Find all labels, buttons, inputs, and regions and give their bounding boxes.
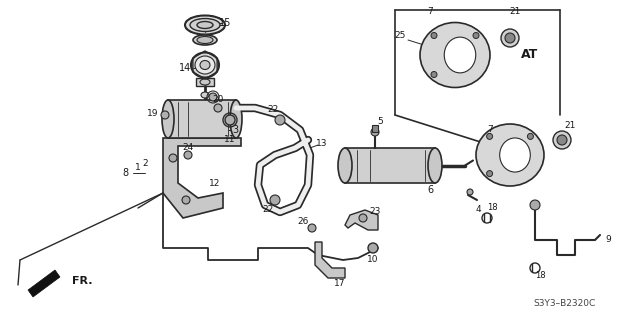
Ellipse shape bbox=[201, 92, 209, 98]
Circle shape bbox=[184, 151, 192, 159]
Polygon shape bbox=[345, 210, 378, 230]
Text: 10: 10 bbox=[367, 256, 379, 264]
Text: 6: 6 bbox=[427, 185, 433, 195]
Circle shape bbox=[467, 189, 473, 195]
Text: 11: 11 bbox=[224, 136, 236, 145]
Ellipse shape bbox=[476, 124, 544, 186]
Circle shape bbox=[553, 131, 571, 149]
Circle shape bbox=[473, 33, 479, 39]
Circle shape bbox=[557, 135, 567, 145]
Text: AT: AT bbox=[522, 48, 539, 62]
Circle shape bbox=[368, 243, 378, 253]
Circle shape bbox=[225, 115, 235, 125]
Text: 19: 19 bbox=[147, 108, 159, 117]
Text: 3: 3 bbox=[232, 125, 238, 135]
Text: 18: 18 bbox=[486, 204, 497, 212]
Text: 13: 13 bbox=[316, 138, 328, 147]
Text: 22: 22 bbox=[268, 106, 278, 115]
Circle shape bbox=[182, 196, 190, 204]
Ellipse shape bbox=[197, 36, 213, 43]
Ellipse shape bbox=[230, 100, 242, 138]
Ellipse shape bbox=[193, 35, 217, 45]
Circle shape bbox=[371, 128, 379, 136]
Ellipse shape bbox=[195, 56, 215, 74]
Ellipse shape bbox=[444, 37, 476, 73]
Text: 18: 18 bbox=[534, 271, 545, 280]
Circle shape bbox=[501, 29, 519, 47]
Polygon shape bbox=[315, 242, 345, 278]
Text: 9: 9 bbox=[605, 235, 611, 244]
Circle shape bbox=[161, 111, 169, 119]
Circle shape bbox=[486, 171, 493, 177]
Circle shape bbox=[431, 71, 437, 78]
Text: 21: 21 bbox=[509, 8, 521, 17]
Ellipse shape bbox=[190, 19, 220, 32]
Text: 17: 17 bbox=[334, 278, 346, 287]
Text: 5: 5 bbox=[377, 117, 383, 127]
Circle shape bbox=[486, 133, 493, 139]
Circle shape bbox=[275, 115, 285, 125]
Text: 22: 22 bbox=[262, 205, 274, 214]
Circle shape bbox=[505, 33, 515, 43]
Text: 20: 20 bbox=[212, 95, 224, 105]
Text: FR.: FR. bbox=[72, 276, 93, 286]
Polygon shape bbox=[168, 100, 236, 138]
Ellipse shape bbox=[162, 100, 174, 138]
Bar bbox=[372, 125, 378, 132]
Text: 26: 26 bbox=[298, 218, 308, 226]
Text: 23: 23 bbox=[369, 207, 381, 217]
Polygon shape bbox=[163, 138, 241, 218]
Bar bbox=[196, 78, 214, 86]
Text: 8: 8 bbox=[122, 168, 128, 178]
Text: 4: 4 bbox=[475, 205, 481, 214]
Text: 7: 7 bbox=[427, 8, 433, 17]
Text: 2: 2 bbox=[142, 159, 148, 167]
Ellipse shape bbox=[338, 148, 352, 183]
Text: 15: 15 bbox=[219, 18, 231, 28]
Circle shape bbox=[169, 154, 177, 162]
Polygon shape bbox=[345, 148, 435, 183]
Circle shape bbox=[530, 200, 540, 210]
Text: 12: 12 bbox=[209, 179, 221, 188]
Text: 7: 7 bbox=[487, 125, 493, 135]
Ellipse shape bbox=[200, 79, 210, 85]
Circle shape bbox=[527, 133, 533, 139]
Ellipse shape bbox=[200, 61, 210, 70]
Ellipse shape bbox=[191, 53, 219, 78]
Text: 24: 24 bbox=[182, 143, 194, 152]
Circle shape bbox=[308, 224, 316, 232]
Circle shape bbox=[209, 93, 217, 101]
Text: 1: 1 bbox=[135, 164, 141, 173]
Circle shape bbox=[431, 33, 437, 39]
Text: 14: 14 bbox=[179, 63, 191, 73]
Text: 21: 21 bbox=[564, 121, 576, 130]
Text: S3Y3–B2320C: S3Y3–B2320C bbox=[534, 299, 596, 308]
Polygon shape bbox=[28, 270, 60, 297]
Text: 25: 25 bbox=[394, 31, 406, 40]
Ellipse shape bbox=[420, 23, 490, 87]
Circle shape bbox=[270, 195, 280, 205]
Circle shape bbox=[214, 104, 222, 112]
Ellipse shape bbox=[197, 21, 213, 28]
Ellipse shape bbox=[428, 148, 442, 183]
Ellipse shape bbox=[185, 16, 225, 34]
Circle shape bbox=[359, 214, 367, 222]
Ellipse shape bbox=[500, 138, 531, 172]
